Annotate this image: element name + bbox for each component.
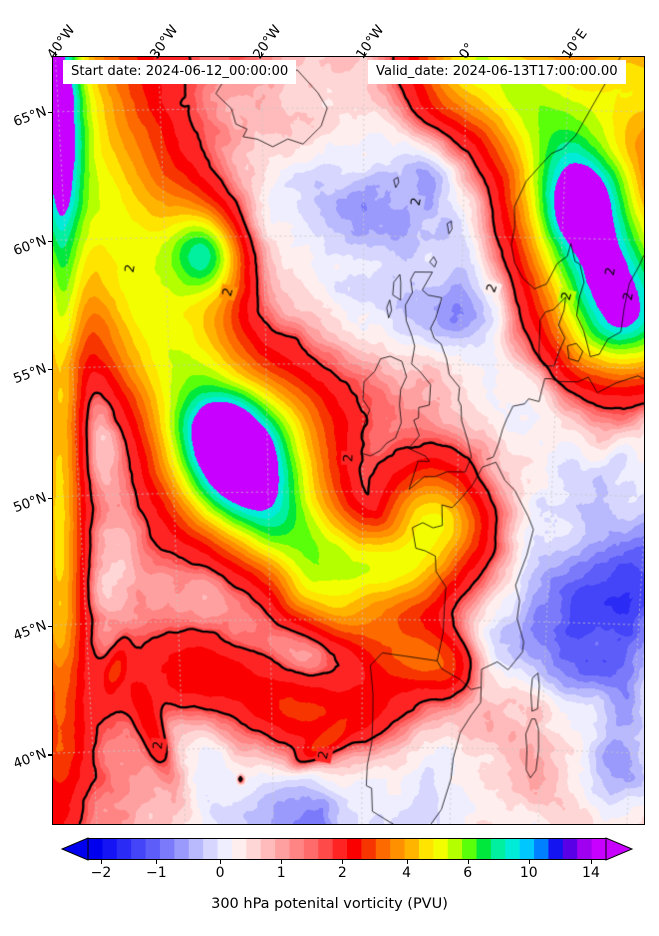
start-date-annotation: Start date: 2024-06-12_00:00:00 — [63, 60, 297, 85]
potential-vorticity-field — [53, 57, 644, 824]
lon-tick-mark — [157, 52, 159, 56]
colorbar-tick-mark — [342, 860, 344, 864]
colorbar-tick-mark — [467, 860, 469, 864]
map-axes — [52, 56, 645, 825]
lat-tick-mark — [48, 112, 52, 114]
colorbar-tick-label: 2 — [337, 865, 347, 881]
colorbar-tick-mark — [100, 860, 103, 864]
colorbar-tick-label: 6 — [463, 865, 473, 881]
lat-tick-mark — [48, 240, 52, 242]
colorbar-tick-mark — [590, 860, 593, 864]
colorbar-tick-label: 1 — [276, 865, 286, 881]
lat-tick-mark — [48, 497, 52, 499]
colorbar-tick-label: 0 — [215, 865, 225, 881]
colorbar-tick-mark — [156, 860, 158, 864]
lat-tick-mark — [48, 626, 52, 628]
colorbar-tick-label: 10 — [519, 865, 538, 881]
colorbar-tick-label: −2 — [90, 865, 112, 881]
colorbar — [60, 837, 634, 861]
lon-tick-mark — [570, 52, 572, 56]
lat-tick-label: 45°N — [11, 617, 49, 645]
colorbar-tick-label: 14 — [582, 865, 600, 881]
lat-tick-label: 55°N — [11, 360, 49, 388]
colorbar-tick-mark — [528, 860, 530, 864]
valid-date-annotation: Valid_date: 2024-06-13T17:00:00.00 — [368, 60, 626, 85]
lat-tick-label: 60°N — [11, 232, 49, 259]
lon-tick-mark — [467, 52, 469, 56]
lat-tick-mark — [48, 369, 52, 371]
lon-tick-mark — [54, 52, 56, 56]
lon-tick-mark — [363, 52, 366, 56]
colorbar-tick-mark — [406, 860, 408, 864]
colorbar-tick-mark — [220, 860, 222, 864]
lon-tick-mark — [260, 52, 263, 56]
lat-tick-label: 40°N — [11, 745, 49, 773]
colorbar-tick-label: 4 — [402, 865, 412, 881]
colorbar-title: 300 hPa potenital vorticity (PVU) — [211, 896, 448, 912]
colorbar-gradient — [60, 837, 634, 861]
colorbar-tick-mark — [281, 860, 283, 864]
lat-tick-label: 65°N — [11, 103, 49, 131]
lat-tick-label: 50°N — [11, 489, 49, 516]
lat-tick-mark — [48, 754, 52, 756]
colorbar-tick-label: −1 — [146, 865, 167, 881]
